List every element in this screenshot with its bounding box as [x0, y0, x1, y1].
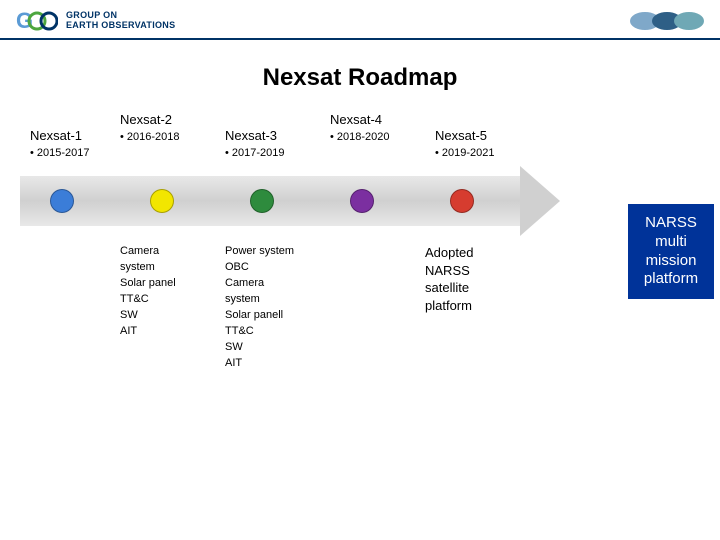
banner-line: platform: [632, 270, 710, 289]
detail-line: Camera: [120, 244, 176, 260]
adopted-text: AdoptedNARSSsatelliteplatform: [425, 244, 473, 314]
satellite-name: Nexsat-1: [30, 128, 90, 143]
detail-line: SW: [225, 340, 294, 356]
arrow-head-icon: [520, 166, 560, 236]
logo-line2: EARTH OBSERVATIONS: [66, 21, 175, 31]
header-bar: G GROUP ON EARTH OBSERVATIONS: [0, 0, 720, 40]
detail-line: OBC: [225, 260, 294, 276]
page-title: Nexsat Roadmap: [0, 64, 720, 92]
detail-line: satellite: [425, 279, 473, 297]
detail-line: Adopted: [425, 244, 473, 262]
details-row: CamerasystemSolar panelTT&CSWAITPower sy…: [20, 244, 700, 374]
detail-line: Solar panel: [120, 276, 176, 292]
year-range: • 2015-2017: [30, 147, 90, 159]
detail-line: platform: [425, 297, 473, 315]
detail-line: Solar panell: [225, 308, 294, 324]
timeline-dot: [150, 189, 174, 213]
timeline-dot: [250, 189, 274, 213]
detail-line: AIT: [225, 356, 294, 372]
narss-banner: NARSSmultimissionplatform: [628, 204, 714, 299]
timeline-label-group: Nexsat-1 • 2015-2017: [30, 128, 90, 159]
satellite-name: Nexsat-5: [435, 128, 495, 143]
detail-column-1: CamerasystemSolar panelTT&CSWAIT: [120, 244, 176, 340]
detail-line: NARSS: [425, 262, 473, 280]
banner-line: multi: [632, 233, 710, 252]
detail-line: TT&C: [225, 324, 294, 340]
year-range: • 2016-2018: [120, 131, 180, 143]
arrow-band: [20, 176, 700, 226]
satellite-name: Nexsat-4: [330, 112, 390, 127]
timeline-dot: [450, 189, 474, 213]
detail-line: Power system: [225, 244, 294, 260]
year-range: • 2017-2019: [225, 147, 285, 159]
detail-line: TT&C: [120, 292, 176, 308]
timeline-dot: [50, 189, 74, 213]
svg-text:G: G: [16, 8, 33, 33]
logo-right: [630, 12, 704, 30]
detail-column-2: Power systemOBCCamerasystemSolar panellT…: [225, 244, 294, 372]
logo-text: GROUP ON EARTH OBSERVATIONS: [66, 11, 175, 31]
labels-row: Nexsat-1• 2015-2017Nexsat-2• 2016-2018Ne…: [20, 112, 700, 172]
detail-line: system: [225, 292, 294, 308]
satellite-name: Nexsat-3: [225, 128, 285, 143]
timeline-label-group: Nexsat-5 • 2019-2021: [435, 128, 495, 159]
logo-left: G GROUP ON EARTH OBSERVATIONS: [16, 8, 175, 34]
banner-line: mission: [632, 252, 710, 271]
roadmap-container: Nexsat-1• 2015-2017Nexsat-2• 2016-2018Ne…: [20, 112, 700, 374]
banner-line: NARSS: [632, 214, 710, 233]
geo-logo-icon: G: [16, 8, 58, 34]
detail-line: AIT: [120, 324, 176, 340]
timeline-label-group: Nexsat-4 • 2018-2020: [330, 112, 390, 143]
year-range: • 2018-2020: [330, 131, 390, 143]
timeline-dot: [350, 189, 374, 213]
ellipse-icon: [674, 12, 704, 30]
detail-line: system: [120, 260, 176, 276]
timeline-label-group: Nexsat-2 • 2016-2018: [120, 112, 180, 143]
satellite-name: Nexsat-2: [120, 112, 180, 127]
detail-line: SW: [120, 308, 176, 324]
detail-line: Camera: [225, 276, 294, 292]
timeline-label-group: Nexsat-3 • 2017-2019: [225, 128, 285, 159]
year-range: • 2019-2021: [435, 147, 495, 159]
